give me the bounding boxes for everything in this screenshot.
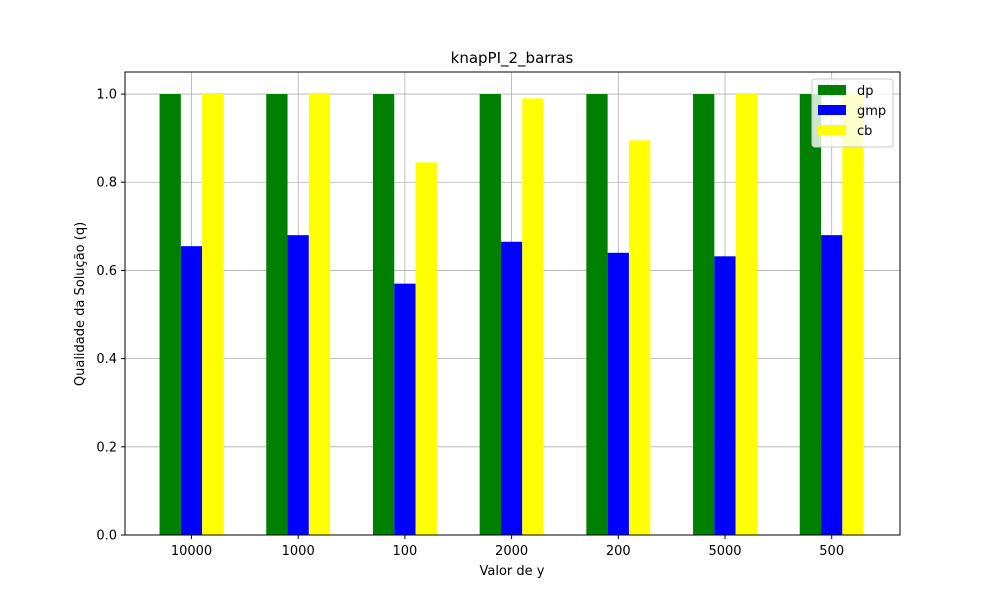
bar-dp-100 bbox=[372, 94, 395, 536]
bar-gmp-10000 bbox=[180, 246, 203, 535]
bar-dp-2000 bbox=[479, 94, 501, 536]
legend-label-gmp: gmp bbox=[857, 104, 886, 119]
bar-cb-100 bbox=[415, 162, 437, 535]
y-tick-label: 1.0 bbox=[96, 88, 117, 103]
bar-cb-500 bbox=[842, 94, 864, 536]
bar-dp-500 bbox=[799, 94, 822, 536]
x-axis-label: Valor de y bbox=[480, 564, 545, 579]
legend-swatch-gmp bbox=[818, 105, 846, 115]
bar-cb-5000 bbox=[735, 94, 757, 536]
bar-gmp-500 bbox=[821, 235, 843, 535]
bar-dp-10000 bbox=[159, 94, 181, 536]
x-tick-label: 1000 bbox=[282, 544, 315, 559]
x-tick-label: 200 bbox=[606, 544, 631, 559]
bar-gmp-200 bbox=[607, 252, 629, 536]
x-tick-label: 5000 bbox=[708, 544, 741, 559]
x-tick-label: 2000 bbox=[495, 544, 528, 559]
axis-ticks: 0.0 0.2 0.4 0.6 0.8 1.0 10000 1000 100 2000 200 500… bbox=[96, 88, 844, 559]
y-tick-label: 0.8 bbox=[96, 176, 117, 191]
bar-gmp-5000 bbox=[714, 256, 736, 535]
y-axis-label: Qualidade da Solução (q) bbox=[73, 222, 88, 386]
bar-cb-1000 bbox=[308, 94, 331, 536]
bar-cb-200 bbox=[628, 140, 651, 535]
legend-swatch-dp bbox=[818, 85, 846, 95]
legend-label-cb: cb bbox=[857, 124, 872, 139]
bar-gmp-1000 bbox=[287, 235, 309, 535]
bar-dp-1000 bbox=[266, 94, 288, 536]
bar-cb-10000 bbox=[202, 94, 224, 536]
legend-label-dp: dp bbox=[857, 84, 874, 99]
y-tick-label: 0.4 bbox=[96, 352, 117, 367]
x-tick-label: 10000 bbox=[171, 544, 212, 559]
y-tick-label: 0.6 bbox=[96, 264, 117, 279]
bars bbox=[159, 94, 864, 536]
legend: dp gmp cb bbox=[811, 78, 894, 148]
bar-gmp-2000 bbox=[500, 241, 523, 535]
x-tick-label: 500 bbox=[819, 544, 844, 559]
bar-dp-5000 bbox=[693, 94, 715, 536]
y-tick-label: 0.0 bbox=[96, 529, 117, 544]
x-tick-label: 100 bbox=[392, 544, 417, 559]
bar-dp-200 bbox=[586, 94, 608, 536]
y-tick-label: 0.2 bbox=[96, 440, 117, 455]
bar-gmp-100 bbox=[394, 283, 416, 535]
chart-title: knapPI_2_barras bbox=[451, 49, 574, 68]
bar-cb-2000 bbox=[522, 98, 544, 535]
plot-frame bbox=[124, 71, 901, 536]
legend-swatch-cb bbox=[818, 125, 846, 135]
